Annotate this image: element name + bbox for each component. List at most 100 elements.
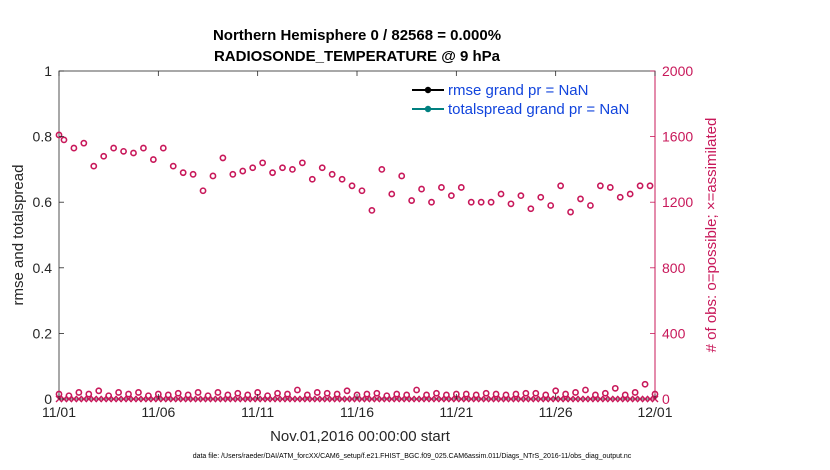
obs-possible-marker [477, 198, 485, 206]
y-tick-label: 0.2 [33, 325, 53, 341]
y-tick-label: 0.4 [33, 260, 53, 276]
obs-possible-marker [457, 184, 465, 191]
obs-possible-marker [219, 154, 227, 162]
obs-possible-marker [433, 389, 440, 397]
y2-tick-label: 400 [662, 325, 686, 341]
obs-possible-marker [587, 202, 594, 209]
y-tick-label: 0 [44, 391, 52, 407]
obs-possible-marker [502, 391, 510, 399]
obs-possible-marker [492, 390, 500, 398]
obs-possible-marker [641, 380, 649, 388]
data-file-footnote: data file: /Users/raeder/DAI/ATM_forcXX/… [193, 453, 632, 460]
obs-possible-marker [532, 389, 540, 397]
obs-possible-marker [393, 390, 401, 398]
y2-tick-label: 2000 [662, 63, 693, 79]
obs-markers [55, 131, 659, 403]
obs-possible-marker [343, 387, 351, 395]
obs-possible-marker [249, 164, 257, 172]
obs-possible-marker [527, 205, 535, 213]
obs-possible-marker [293, 386, 301, 394]
obs-possible-marker [626, 190, 634, 198]
obs-possible-marker [214, 389, 222, 396]
obs-possible-marker [130, 149, 137, 157]
obs-possible-marker [135, 389, 142, 396]
y-tick-label: 0.8 [33, 129, 53, 145]
obs-possible-marker [368, 206, 376, 214]
obs-possible-marker [358, 187, 366, 195]
obs-possible-marker [363, 390, 371, 398]
obs-possible-marker [75, 389, 83, 396]
obs-possible-marker [482, 389, 490, 397]
plot-area-frame [58, 70, 656, 400]
obs-possible-marker [497, 190, 505, 198]
x-tick-label: 11/11 [241, 404, 274, 420]
y2-tick-label: 800 [662, 260, 686, 276]
obs-possible-marker [512, 390, 520, 398]
obs-possible-marker [164, 391, 172, 399]
obs-possible-marker [487, 198, 495, 206]
y2-tick-label: 1200 [662, 194, 693, 210]
obs-possible-marker [70, 144, 78, 152]
legend-totalspread-label: totalspread grand pr = NaN [448, 101, 629, 118]
obs-possible-marker [60, 136, 68, 144]
obs-possible-marker [631, 389, 639, 396]
x-tick-label: 11/21 [439, 404, 473, 420]
obs-possible-marker [269, 169, 276, 177]
obs-possible-marker [467, 198, 475, 206]
obs-possible-marker [189, 170, 197, 178]
obs-possible-marker [423, 391, 430, 399]
obs-possible-marker [592, 391, 599, 399]
obs-possible-marker [80, 139, 88, 147]
obs-possible-marker [462, 390, 470, 398]
obs-possible-marker [438, 184, 445, 191]
x-axis-label: Nov.01,2016 00:00:00 start [270, 428, 451, 445]
y-tick-label: 0.6 [33, 194, 53, 210]
obs-possible-marker [582, 386, 589, 394]
obs-possible-marker [408, 197, 416, 204]
legend-totalspread-marker [424, 105, 432, 113]
obs-possible-marker [85, 390, 93, 398]
legend-rmse-marker [424, 86, 432, 94]
obs-possible-marker [125, 390, 132, 398]
obs-possible-marker [428, 198, 435, 206]
obs-possible-marker [418, 185, 425, 193]
obs-possible-marker [308, 175, 316, 183]
obs-possible-marker [284, 390, 291, 398]
obs-possible-marker [562, 390, 569, 398]
obs-possible-marker [552, 387, 560, 395]
obs-possible-marker [338, 175, 346, 183]
obs-possible-marker [159, 144, 167, 152]
y-tick-label: 1 [44, 63, 52, 79]
obs-possible-marker [209, 172, 217, 180]
obs-possible-marker [577, 195, 584, 203]
obs-possible-marker [303, 391, 311, 399]
obs-possible-marker [378, 165, 386, 173]
obs-possible-marker [522, 389, 530, 397]
obs-possible-marker [517, 192, 525, 200]
obs-possible-marker [601, 389, 609, 397]
obs-possible-marker [621, 391, 629, 399]
obs-possible-marker [333, 390, 341, 398]
obs-possible-marker [323, 389, 331, 397]
obs-possible-marker [442, 391, 450, 399]
obs-possible-marker [199, 187, 207, 195]
y2-tick-label: 1600 [662, 129, 693, 145]
obs-possible-marker [373, 389, 381, 397]
obs-possible-marker [234, 389, 242, 397]
obs-possible-marker [507, 200, 515, 208]
obs-possible-marker [298, 159, 306, 167]
obs-possible-marker [239, 167, 247, 175]
obs-possible-marker [140, 144, 147, 152]
obs-possible-marker [348, 182, 356, 190]
legend-rmse-label: rmse grand pr = NaN [448, 82, 588, 99]
obs-possible-marker [611, 384, 619, 392]
obs-possible-marker [537, 193, 545, 201]
obs-possible-marker [149, 156, 157, 163]
obs-possible-marker [572, 389, 579, 396]
obs-possible-marker [95, 387, 103, 395]
obs-possible-marker [547, 202, 555, 209]
obs-possible-marker [274, 389, 281, 397]
x-tick-label: 12/01 [637, 404, 672, 420]
obs-possible-marker [169, 162, 177, 170]
